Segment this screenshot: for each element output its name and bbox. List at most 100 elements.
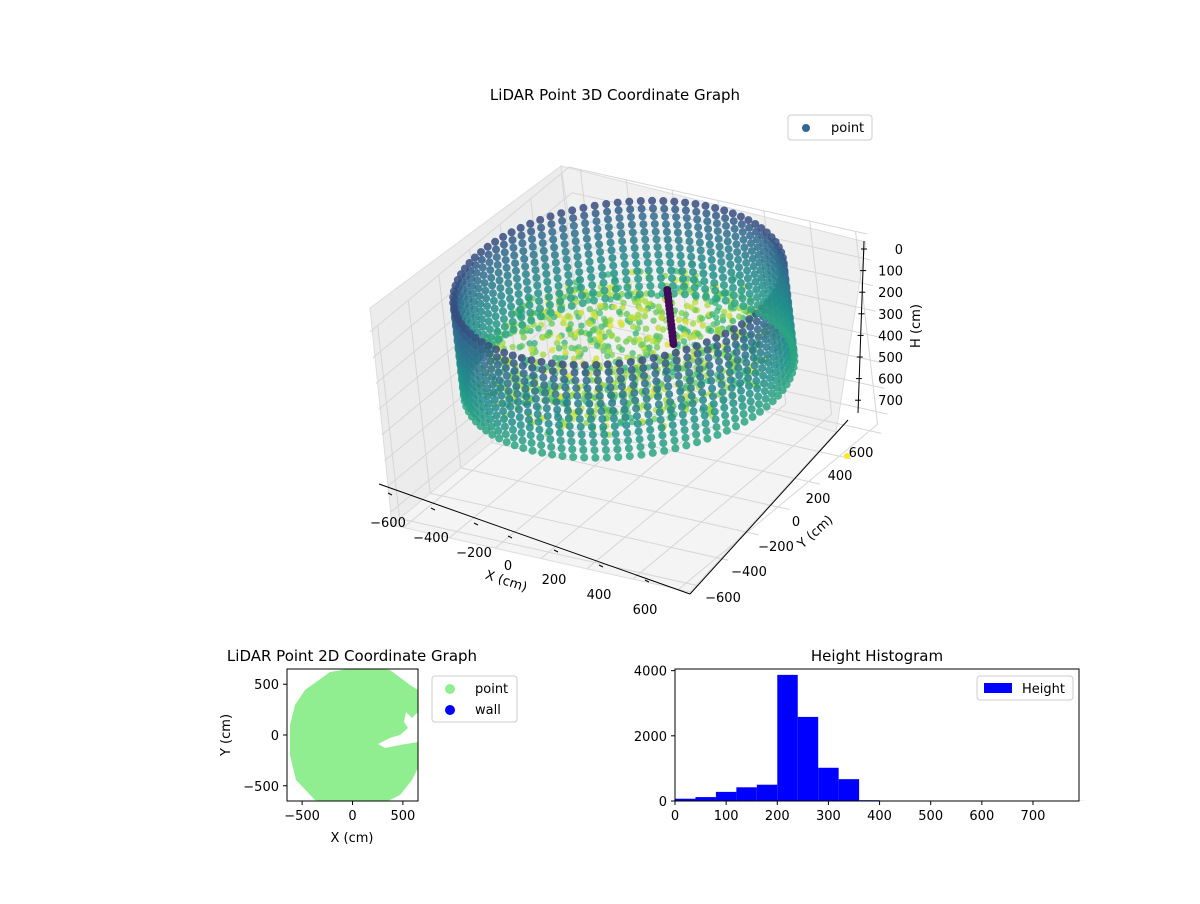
wall-point-3d (761, 387, 769, 395)
wall-point-3d (607, 239, 615, 247)
wall-point-3d (705, 233, 713, 241)
wall-point-3d (702, 210, 710, 218)
wall-point-3d (693, 342, 701, 350)
wall-point-3d (665, 243, 673, 251)
wall-point-3d (624, 291, 632, 299)
wall-point-3d (712, 295, 720, 303)
wall-point-3d (666, 398, 674, 406)
wall-point-3d (514, 282, 522, 290)
legend-2d: point wall (432, 676, 517, 722)
x-tick-label-3d: −600 (370, 516, 406, 531)
wall-point-3d (745, 382, 753, 390)
wall-point-3d (635, 283, 643, 291)
wall-point-3d (525, 293, 533, 301)
wall-point-3d (534, 410, 542, 418)
wall-point-3d (487, 333, 495, 341)
wall-point-3d (621, 406, 629, 414)
wall-point-3d (698, 254, 706, 262)
wall-point-3d (722, 297, 730, 305)
lidar-3d-title: LiDAR Point 3D Coordinate Graph (490, 86, 740, 104)
wall-point-3d (530, 379, 538, 387)
wall-point-3d (559, 452, 567, 460)
wall-point-3d (503, 372, 511, 380)
point-3d (711, 321, 717, 327)
wall-point-3d (654, 393, 662, 401)
wall-point-3d (734, 356, 742, 364)
legend-swatch-height (984, 683, 1012, 693)
wall-point-3d (558, 444, 566, 452)
wall-point-3d (728, 384, 736, 392)
wall-point-3d (656, 266, 664, 274)
wall-point-3d (579, 438, 587, 446)
wall-point-3d (542, 397, 550, 405)
wall-point-3d (660, 447, 668, 455)
wall-point-3d (486, 325, 494, 333)
wall-point-3d (738, 220, 746, 228)
wall-point-3d (707, 248, 715, 256)
wall-point-3d (709, 264, 717, 272)
wall-point-3d (731, 299, 739, 307)
wall-point-3d (562, 248, 570, 256)
wall-point-3d (615, 206, 623, 214)
wall-point-3d (526, 309, 534, 317)
wall-point-3d (592, 209, 600, 217)
wall-point-3d (552, 390, 560, 398)
point-3d (688, 304, 694, 310)
wall-point-3d (578, 291, 586, 299)
wall-point-3d (576, 415, 584, 423)
wall-point-3d (645, 418, 653, 426)
wall-point-3d (565, 414, 573, 422)
y-tick-label-2d: 500 (254, 678, 279, 693)
wall-point-3d (693, 216, 701, 224)
wall-point-3d (616, 367, 624, 375)
wall-point-3d (493, 328, 501, 336)
wall-point-3d (613, 293, 621, 301)
point-3d (619, 347, 625, 353)
wall-point-3d (664, 383, 672, 391)
wall-point-3d (609, 262, 617, 270)
wall-point-3d (497, 392, 505, 400)
wall-point-3d (651, 362, 659, 370)
wall-point-3d (717, 373, 725, 381)
wall-point-3d (501, 248, 509, 256)
wall-point-3d (628, 221, 636, 229)
wall-point-3d (545, 293, 553, 301)
wall-point-3d (592, 361, 600, 369)
wall-point-3d (496, 284, 504, 292)
wall-point-3d (500, 349, 508, 357)
point-3d (587, 337, 593, 343)
x-tick-label-histogram: 100 (714, 809, 739, 824)
wall-point-3d (648, 441, 656, 449)
wall-point-3d (676, 387, 684, 395)
wall-point-3d (677, 259, 685, 267)
wall-point-3d (509, 352, 517, 360)
wall-point-3d (692, 291, 700, 299)
wall-point-3d (599, 423, 607, 431)
wall-point-3d (753, 318, 761, 326)
wall-point-3d (688, 392, 696, 400)
wall-point-3d (547, 443, 555, 451)
wall-point-3d (627, 358, 635, 366)
legend-histogram: Height (977, 676, 1073, 700)
point-3d (642, 349, 648, 355)
wall-point-3d (703, 427, 711, 435)
wall-point-3d (524, 408, 532, 416)
wall-point-3d (531, 258, 539, 266)
wall-point-3d (605, 368, 613, 376)
wall-point-3d (719, 396, 727, 404)
wall-point-3d (728, 276, 736, 284)
wall-point-3d (541, 389, 549, 397)
wall-point-3d (594, 376, 602, 384)
wall-point-3d (480, 271, 488, 279)
wall-point-3d (593, 225, 601, 233)
wall-point-3d (591, 202, 599, 210)
wall-point-3d (505, 387, 513, 395)
wall-point-3d (709, 392, 717, 400)
wall-point-3d (547, 212, 555, 220)
wall-point-3d (495, 269, 503, 277)
wall-point-3d (503, 264, 511, 272)
wall-point-3d (548, 451, 556, 459)
wall-point-3d (481, 279, 489, 287)
wall-point-3d (508, 418, 516, 426)
wall-point-3d (664, 236, 672, 244)
